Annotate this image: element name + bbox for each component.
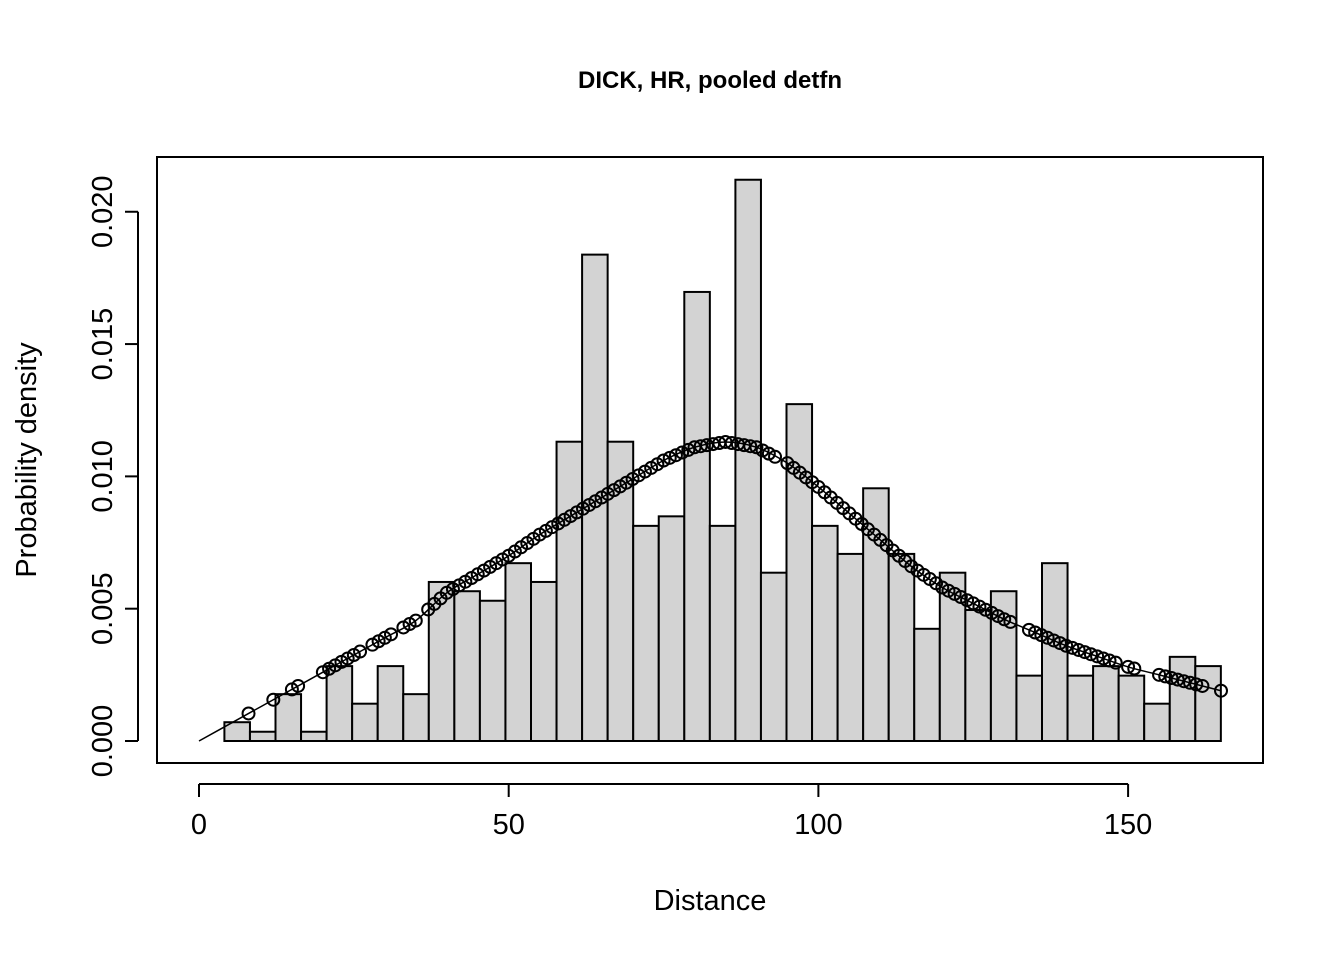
- histogram-bars: [223, 178, 1222, 743]
- histogram-bar: [708, 524, 737, 742]
- curve-point: [1214, 683, 1228, 698]
- curve-point: [241, 706, 256, 721]
- y-axis-label: Probability density: [11, 342, 43, 578]
- x-tick-label: 50: [493, 809, 525, 841]
- curve-point: [1077, 645, 1092, 660]
- curve-point: [1152, 667, 1167, 682]
- histogram-bar: [325, 665, 354, 742]
- x-tick-label: 100: [794, 809, 842, 841]
- histogram-bar: [683, 290, 711, 742]
- curve-point: [353, 644, 368, 659]
- curve-point: [675, 445, 690, 460]
- histogram-bar: [351, 702, 379, 743]
- histogram-bar: [530, 580, 558, 743]
- y-tick-label: 0.005: [87, 572, 119, 645]
- curve-point: [668, 448, 683, 463]
- histogram-bar: [1168, 655, 1197, 742]
- histogram-bar: [759, 571, 788, 743]
- curve-point: [768, 449, 783, 464]
- curve-point: [1108, 655, 1123, 670]
- curve-point: [384, 627, 399, 642]
- curve-point: [1065, 640, 1080, 655]
- curve-point: [1102, 653, 1117, 668]
- histogram-bar: [734, 178, 762, 743]
- curve-point: [1121, 659, 1136, 674]
- curve-point: [1052, 636, 1067, 651]
- curve-point: [1003, 614, 1018, 629]
- histogram-bar: [453, 590, 481, 742]
- chart-title: DICK, HR, pooled detfn: [578, 67, 842, 94]
- fitted-density-curve: [198, 441, 1222, 742]
- x-tick-label: 150: [1104, 809, 1152, 841]
- curve-point: [681, 442, 696, 457]
- curve-point: [1040, 630, 1055, 645]
- y-tick-label: 0.010: [87, 440, 119, 513]
- histogram-bar: [1117, 674, 1146, 743]
- y-axis: 0.000 0.005 0.010 0.015 0.020: [87, 175, 139, 778]
- curve-point: [1127, 661, 1142, 676]
- histogram-bar: [1143, 702, 1171, 743]
- histogram-bar: [478, 599, 507, 742]
- curve-point: [1096, 651, 1111, 666]
- curve-point: [1090, 649, 1105, 664]
- curve-point: [1189, 677, 1204, 692]
- histogram-bar: [657, 515, 686, 743]
- curve-point: [408, 613, 423, 628]
- curve-point: [1170, 672, 1185, 687]
- curve-point: [1071, 642, 1086, 657]
- histogram-bar: [555, 440, 584, 742]
- y-tick-label: 0.020: [87, 175, 119, 248]
- histogram-bar: [862, 487, 890, 743]
- histogram-bar: [964, 609, 992, 743]
- x-axis: 0 50 100 150: [191, 783, 1152, 841]
- curve-point: [656, 453, 671, 468]
- curve-point: [1083, 647, 1098, 662]
- histogram-bar: [887, 552, 916, 742]
- curve-point: [1195, 678, 1210, 693]
- curve-point: [1059, 638, 1074, 653]
- fitted-density-points: [241, 434, 1228, 721]
- histogram-bar: [300, 730, 328, 742]
- y-tick-label: 0.015: [87, 308, 119, 381]
- curve-point: [1183, 675, 1198, 690]
- curve-point: [1046, 633, 1061, 648]
- histogram-bar: [811, 524, 839, 742]
- histogram-bar: [1092, 665, 1120, 742]
- curve-point: [1021, 622, 1036, 637]
- plot-frame: [156, 156, 1264, 764]
- histogram-bar: [913, 627, 941, 742]
- histogram-bar: [1194, 665, 1222, 742]
- curve-point: [291, 678, 306, 693]
- histogram-bar: [1015, 674, 1044, 743]
- curve-point: [743, 439, 758, 454]
- histogram-bar: [1066, 674, 1095, 743]
- histogram-bar: [785, 403, 814, 742]
- curve-point: [1034, 628, 1049, 643]
- y-tick-label: 0.000: [87, 705, 119, 778]
- histogram-bar: [376, 665, 405, 742]
- curve-point: [266, 692, 281, 707]
- curve-point: [1176, 674, 1191, 689]
- x-tick-label: 0: [191, 809, 207, 841]
- histogram-bar: [632, 524, 660, 742]
- histogram-bar: [427, 580, 456, 743]
- histogram-bar: [248, 730, 277, 742]
- curve-point: [997, 612, 1012, 627]
- curve-point: [1028, 625, 1043, 640]
- histogram-bar: [504, 562, 533, 742]
- curve-point: [1164, 671, 1179, 686]
- histogram-bar: [402, 693, 430, 742]
- curve-point: [662, 450, 677, 465]
- x-axis-label: Distance: [654, 885, 767, 917]
- histogram-bar: [836, 552, 865, 742]
- curve-point: [1158, 669, 1173, 684]
